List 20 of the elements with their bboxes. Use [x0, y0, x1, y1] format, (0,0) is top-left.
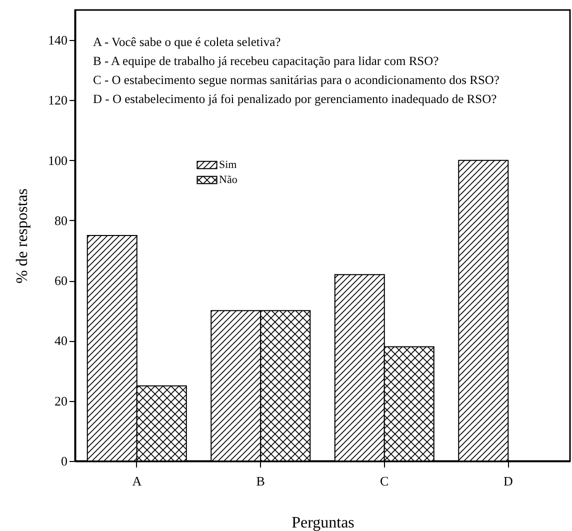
- y-tick-label: 100: [48, 152, 68, 168]
- y-tick-label: 80: [54, 212, 68, 228]
- annotation: C - O estabecimento segue normas sanitárias para o acondicionamento dos RSO?: [93, 73, 500, 87]
- x-tick-label: D: [503, 474, 513, 488]
- y-axis-title: % de respostas: [14, 188, 31, 284]
- annotation: D - O estabelecimento já foi penalizado por gerenciamento inadequado de RSO?: [93, 92, 498, 106]
- annotation: B - A equipe de trabalho já recebeu capacitação para lidar com RSO?: [93, 54, 440, 68]
- annotation: A - Você sabe o que é coleta seletiva?: [93, 35, 282, 49]
- y-tick-label: 120: [48, 92, 68, 108]
- x-tick-label: A: [132, 474, 142, 488]
- x-tick-label: C: [380, 474, 389, 488]
- y-tick-label: 140: [48, 32, 68, 48]
- legend-label: Sim: [219, 159, 238, 171]
- y-tick-label: 20: [54, 393, 68, 408]
- x-axis-title: Perguntas: [292, 514, 354, 531]
- y-tick-label: 40: [54, 333, 68, 348]
- legend-label: Não: [219, 174, 238, 186]
- y-tick-label: 60: [54, 273, 68, 288]
- y-tick-label: 0: [61, 454, 68, 468]
- x-tick-label: B: [256, 474, 266, 488]
